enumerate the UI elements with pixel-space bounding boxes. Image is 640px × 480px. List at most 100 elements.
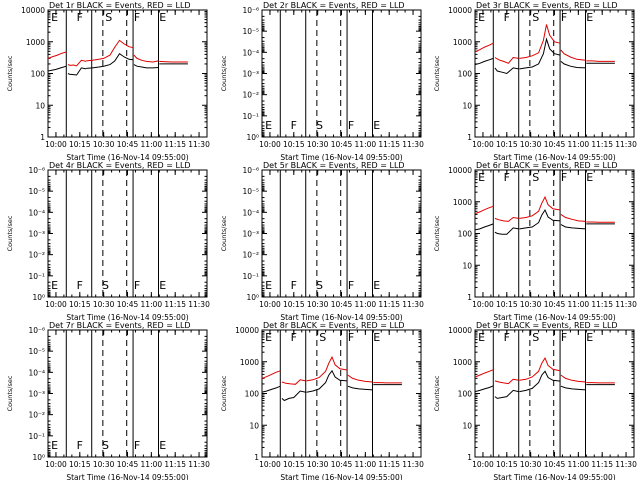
y-tick-label: 10⁰ (32, 453, 45, 462)
state-marker: F (77, 279, 83, 292)
x-axis-label: Start Time (16-Nov-14 09:55:00) (493, 313, 615, 322)
state-marker: S (532, 331, 539, 344)
state-marker: F (504, 171, 510, 184)
state-marker: E (586, 331, 593, 344)
y-axis-label: Counts/sec (433, 375, 441, 411)
state-marker: F (77, 11, 83, 24)
state-marker: E (373, 279, 380, 292)
x-tick-label: 10:15 (69, 140, 91, 149)
y-tick-label: 1000 (453, 38, 472, 47)
x-tick-label: 10:00 (45, 300, 67, 309)
y-axis-label: Counts/sec (6, 375, 14, 411)
plot-frame (474, 329, 635, 458)
x-tick-label: 10:15 (283, 460, 305, 469)
state-marker: E (159, 11, 166, 24)
state-marker: E (373, 119, 380, 132)
state-marker: F (77, 439, 83, 452)
state-marker: F (561, 171, 567, 184)
state-marker: S (532, 11, 539, 24)
y-axis-label: Counts/sec (433, 215, 441, 251)
x-tick-label: 11:00 (355, 140, 377, 149)
x-tick-label: 11:15 (378, 140, 400, 149)
detector-panel: Det 7r BLACK = Events, RED = LLD Counts/s… (6, 321, 210, 480)
x-tick-label: 11:30 (402, 460, 424, 469)
x-tick-label: 10:30 (307, 460, 329, 469)
state-marker: E (586, 171, 593, 184)
plot-frame (474, 9, 635, 138)
events-series-line (67, 67, 87, 76)
lld-series-line (262, 370, 281, 379)
x-tick-label: 10:00 (45, 140, 67, 149)
y-tick-label: 10⁻⁵ (28, 347, 45, 356)
x-tick-label: 11:30 (188, 300, 210, 309)
x-tick-label: 11:15 (591, 300, 613, 309)
y-tick-label: 10⁻¹ (242, 112, 259, 121)
x-tick-label: 11:30 (615, 300, 637, 309)
x-tick-label: 10:45 (544, 460, 566, 469)
events-series-line (281, 390, 306, 402)
detector-panel: Det 3r BLACK = Events, RED = LLD Counts/s… (433, 1, 637, 162)
events-series-line (306, 369, 348, 393)
x-tick-label: 11:15 (378, 460, 400, 469)
x-tick-label: 11:15 (591, 460, 613, 469)
x-tick-label: 10:15 (496, 140, 518, 149)
events-series-line (475, 223, 494, 231)
detector-panel: Det 1r BLACK = Events, RED = LLD Counts/s… (6, 1, 210, 162)
detector-panel: Det 6r BLACK = Events, RED = LLD Counts/s… (433, 161, 637, 322)
y-tick-label: 10⁻¹ (242, 272, 259, 281)
lld-series-line (586, 60, 615, 62)
x-tick-label: 10:45 (544, 300, 566, 309)
lld-series-line (560, 49, 586, 61)
y-tick-label: 10⁻⁶ (28, 166, 45, 175)
state-marker: S (316, 279, 323, 292)
y-tick-label: 100 (31, 70, 46, 79)
lld-series-line (475, 205, 494, 215)
y-tick-label: 10⁻³ (28, 230, 45, 239)
x-tick-label: 11:00 (141, 140, 163, 149)
state-marker: S (319, 331, 326, 344)
events-series-line (86, 52, 134, 69)
lld-series-line (159, 60, 188, 63)
y-tick-label: 10⁻³ (242, 70, 259, 79)
x-tick-label: 11:00 (568, 460, 590, 469)
y-tick-label: 1 (467, 293, 472, 302)
x-axis-label: Start Time (16-Nov-14 09:55:00) (66, 313, 188, 322)
y-tick-label: 10 (462, 101, 472, 110)
state-marker: S (105, 11, 112, 24)
x-tick-label: 11:30 (188, 140, 210, 149)
state-marker: E (478, 11, 485, 24)
events-series-line (475, 385, 494, 393)
y-tick-label: 10⁻³ (28, 390, 45, 399)
state-marker: F (134, 439, 140, 452)
state-marker: F (348, 119, 354, 132)
plot-frame (47, 169, 208, 298)
events-series-line (560, 385, 586, 391)
y-tick-label: 10⁻⁴ (28, 208, 45, 217)
x-tick-label: 11:00 (568, 140, 590, 149)
plot-frame (261, 329, 422, 458)
detector-panel: Det 5r BLACK = Events, RED = LLD Counts/s… (220, 161, 424, 322)
x-tick-label: 11:30 (402, 300, 424, 309)
y-tick-label: 100 (458, 230, 473, 239)
state-marker: E (265, 119, 272, 132)
y-tick-label: 10⁻⁴ (242, 48, 259, 57)
state-marker: F (561, 11, 567, 24)
events-series-line (262, 385, 281, 393)
x-tick-label: 11:00 (141, 300, 163, 309)
panel-title: Det 1r BLACK = Events, RED = LLD (49, 1, 191, 10)
y-tick-label: 100 (458, 390, 473, 399)
x-tick-label: 10:15 (496, 300, 518, 309)
state-marker: E (159, 279, 166, 292)
panel-title: Det 4r BLACK = Events, RED = LLD (49, 161, 191, 170)
x-axis-label: Start Time (16-Nov-14 09:55:00) (280, 473, 402, 480)
y-tick-label: 1 (467, 133, 472, 142)
events-series-line (519, 370, 561, 393)
x-tick-label: 10:00 (259, 300, 281, 309)
y-axis-label: Counts/sec (6, 215, 14, 251)
events-series-line (475, 57, 494, 66)
y-tick-label: 10⁻⁶ (242, 166, 259, 175)
state-marker: E (478, 171, 485, 184)
events-series-line (519, 37, 561, 70)
lld-series-line (519, 195, 561, 219)
state-marker: F (561, 331, 567, 344)
